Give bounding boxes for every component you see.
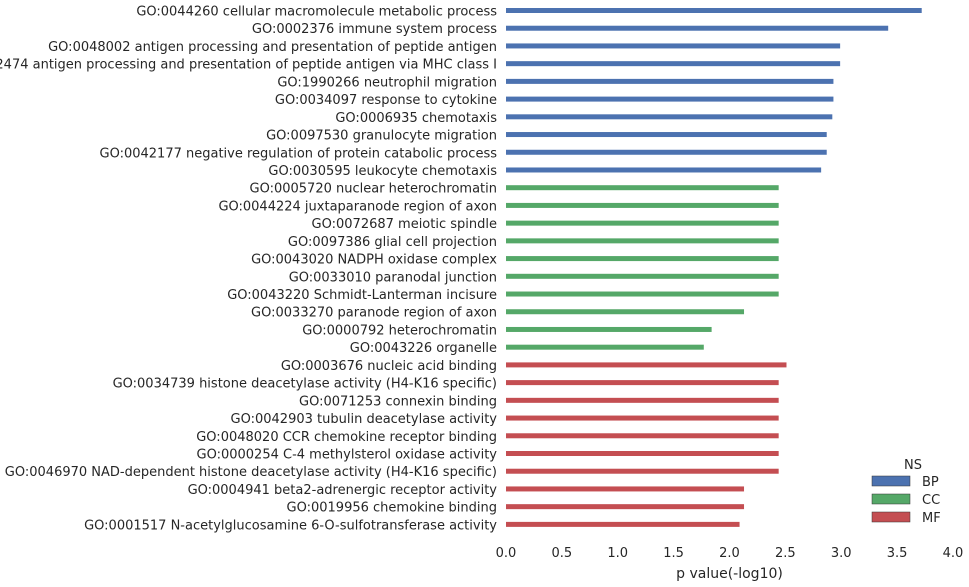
category-label: GO:0034097 response to cytokine xyxy=(275,93,497,108)
bar-bp xyxy=(506,43,841,49)
bar-bp xyxy=(506,167,822,173)
category-label: GO:0097530 granulocyte migration xyxy=(266,129,497,144)
category-label: GO:0048020 CCR chemokine receptor bindin… xyxy=(196,430,497,445)
category-label: GO:0000792 heterochromatin xyxy=(302,323,497,338)
x-tick-label: 2.0 xyxy=(719,546,740,561)
bar-bp xyxy=(506,25,889,31)
bar-bp xyxy=(506,149,827,155)
bar-mf xyxy=(506,415,779,421)
category-label: GO:0044224 juxtaparanode region of axon xyxy=(218,199,497,214)
bar-mf xyxy=(506,362,787,368)
category-label: GO:0004941 beta2-adrenergic receptor act… xyxy=(188,483,498,498)
legend-swatch-cc xyxy=(871,493,911,505)
bar-cc xyxy=(506,238,779,244)
category-label: GO:1990266 neutrophil migration xyxy=(277,75,497,90)
bar-bp xyxy=(506,96,834,102)
bar-mf xyxy=(506,521,740,527)
category-label: GO:0046970 NAD-dependent histone deacety… xyxy=(5,465,497,480)
category-label: GO:0000254 C-4 methylsterol oxidase acti… xyxy=(197,448,498,463)
category-label: GO:0043220 Schmidt-Lanterman incisure xyxy=(227,288,497,303)
bar-cc xyxy=(506,344,704,350)
category-label: GO:0044260 cellular macromolecule metabo… xyxy=(136,5,497,20)
category-label: GO:0034739 histone deacetylase activity … xyxy=(113,377,497,392)
category-labels: GO:0044260 cellular macromolecule metabo… xyxy=(0,5,497,534)
legend-label-cc: CC xyxy=(922,493,940,508)
category-label: GO:0071253 connexin binding xyxy=(299,394,497,409)
x-tick-label: 4.0 xyxy=(943,546,964,561)
x-tick-label: 0.5 xyxy=(552,546,573,561)
category-label: GO:0006935 chemotaxis xyxy=(335,111,497,126)
bar-mf xyxy=(506,486,745,492)
bar-mf xyxy=(506,504,745,510)
x-tick-label: 0.0 xyxy=(496,546,517,561)
category-label: GO:0030595 leukocyte chemotaxis xyxy=(268,164,497,179)
bar-cc xyxy=(506,185,779,191)
bar-bp xyxy=(506,114,833,120)
category-label: GO:0048002 antigen processing and presen… xyxy=(48,40,497,55)
bar-mf xyxy=(506,380,779,386)
bar-mf xyxy=(506,468,779,474)
legend-title: NS xyxy=(904,458,922,473)
bar-bp xyxy=(506,132,827,138)
bar-bp xyxy=(506,61,841,67)
legend: NS BP CC MF xyxy=(871,458,941,526)
bar-mf xyxy=(506,397,779,403)
x-tick-label: 2.5 xyxy=(775,546,796,561)
category-label: GO:0097386 glial cell projection xyxy=(288,235,497,250)
bar-cc xyxy=(506,202,779,208)
bar-bp xyxy=(506,8,922,13)
bar-bp xyxy=(506,78,834,84)
category-label: GO:0033270 paranode region of axon xyxy=(251,306,497,321)
category-label: GO:0072687 meiotic spindle xyxy=(312,217,497,232)
bar-cc xyxy=(506,309,745,315)
category-label: GO:0002376 immune system process xyxy=(252,22,497,37)
category-label: GO:0043226 organelle xyxy=(350,341,497,356)
category-label: GO:0005720 nuclear heterochromatin xyxy=(250,182,498,197)
category-label: GO:0003676 nucleic acid binding xyxy=(281,359,497,374)
category-label: GO:0033010 paranodal junction xyxy=(289,270,497,285)
category-label: GO:0001517 N-acetylglucosamine 6-O-sulfo… xyxy=(84,518,497,533)
bar-cc xyxy=(506,326,712,332)
legend-label-mf: MF xyxy=(922,511,941,526)
legend-swatch-mf xyxy=(871,511,911,523)
bar-mf xyxy=(506,433,779,439)
bar-cc xyxy=(506,256,779,262)
x-tick-label: 3.0 xyxy=(831,546,852,561)
bar-cc xyxy=(506,220,779,226)
x-axis-ticks: 0.0 0.5 1.0 1.5 2.0 2.5 3.0 3.5 4.0 xyxy=(496,546,964,561)
bar-cc xyxy=(506,291,779,297)
bar-mf xyxy=(506,451,779,456)
legend-label-bp: BP xyxy=(922,475,939,490)
category-label: GO:0042903 tubulin deacetylase activity xyxy=(231,412,498,427)
category-label: GO:0042177 negative regulation of protei… xyxy=(100,146,498,161)
bars xyxy=(506,8,922,527)
x-tick-label: 3.5 xyxy=(887,546,908,561)
legend-swatch-bp xyxy=(871,475,911,487)
category-label: GO:0002474 antigen processing and presen… xyxy=(0,58,497,73)
category-label: GO:0019956 chemokine binding xyxy=(287,501,497,516)
bar-cc xyxy=(506,273,779,279)
x-tick-label: 1.5 xyxy=(663,546,684,561)
x-tick-label: 1.0 xyxy=(607,546,628,561)
x-axis-label: p value(-log10) xyxy=(676,566,783,582)
category-label: GO:0043020 NADPH oxidase complex xyxy=(251,253,497,268)
